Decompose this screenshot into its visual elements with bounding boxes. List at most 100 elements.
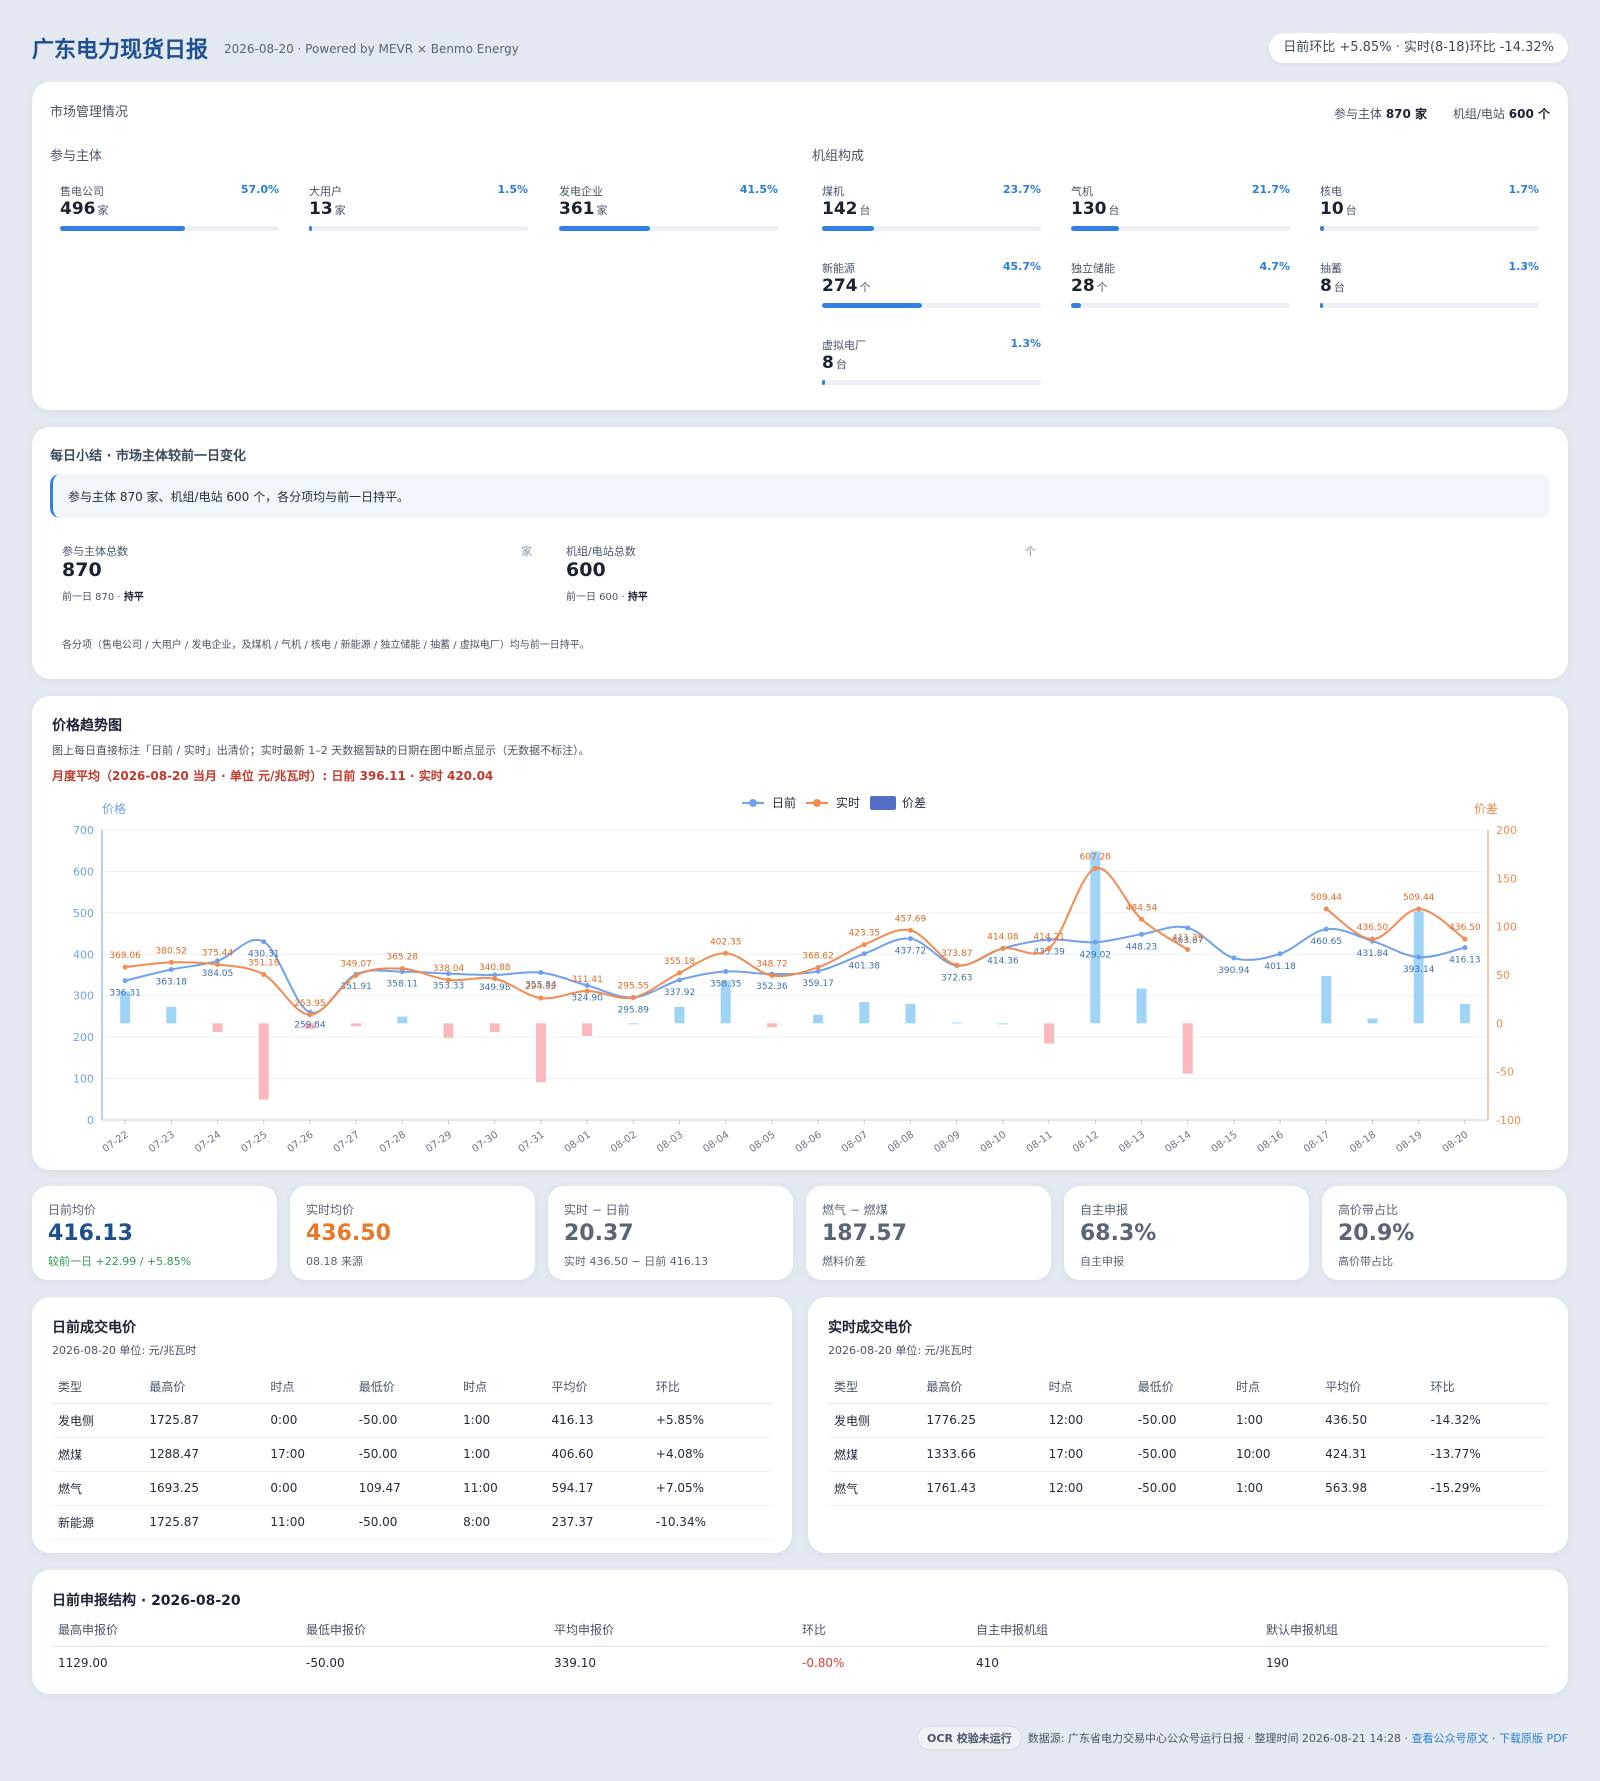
table-cell: 1:00 [1229,1471,1320,1506]
table-cell: 0:00 [264,1403,353,1438]
data-label: 338.04 [433,964,465,974]
data-label: 509.44 [1311,893,1343,903]
stat-unit: 个 [1096,281,1108,294]
data-point [1092,865,1098,871]
x-tick-label: 08-16 [1256,1129,1286,1155]
data-label: 358.11 [387,980,419,990]
table-cell: 12:00 [1042,1471,1132,1506]
stat-unit: 台 [835,358,847,371]
table-header: 时点 [264,1371,353,1404]
data-point [261,939,267,945]
link-download-pdf[interactable]: 下载原版 PDF [1499,1732,1568,1745]
table-cell: 12:00 [1042,1403,1132,1438]
table-cell: 339.10 [554,1656,596,1671]
stat-value: 130 [1071,199,1107,219]
table-cell: -50.00 [1131,1471,1230,1506]
data-point [723,950,729,956]
table-header: 最低申报价 [300,1614,548,1647]
diff-bar [120,991,131,1024]
data-point [1046,945,1052,951]
metric-units-label: 机组/电站总数 [566,545,636,558]
stat-value: 142 [822,199,858,219]
y-right-tick: 50 [1496,969,1510,982]
kpi-value: 416.13 [48,1221,133,1246]
data-label: 402.35 [710,937,742,947]
ocr-badge: OCR 校验未运行 [917,1726,1022,1750]
y-right-tick: 100 [1496,921,1517,934]
bid-card: 日前申报结构 · 2026-08-20 最高申报价 最低申报价 平均申报价 环比 自主申… [32,1570,1568,1694]
table-header: 平均申报价 [548,1614,796,1647]
data-label: 429.02 [1080,950,1112,960]
data-label: 401.18 [1264,962,1296,972]
footer: OCR 校验未运行 数据源: 广东省电力交易中心公众号运行日报 · 整理时间 20… [917,1726,1568,1750]
data-label: 430.31 [248,950,280,960]
diff-bar [766,1023,777,1028]
table-cell: 1776.25 [920,1403,1043,1438]
stat-bar-fill [822,303,923,308]
table-header: 最高价 [143,1371,265,1404]
stat-bar-fill [1320,303,1323,308]
x-tick-label: 08-08 [886,1129,916,1155]
data-point [861,951,867,957]
table-header: 环比 [649,1371,772,1404]
y-left-tick: 200 [73,1031,94,1044]
table-header: 最低价 [1131,1371,1230,1404]
link-original-article[interactable]: 查看公众号原文 [1411,1732,1489,1745]
x-tick-label: 07-27 [332,1129,362,1155]
diff-bar [1459,1004,1470,1024]
table-header: 时点 [457,1371,546,1404]
table-cell: -50.00 [1131,1437,1230,1472]
metric-participants-flat: 持平 [123,592,144,603]
table-header: 平均价 [1319,1371,1425,1404]
kpi-label: 自主申报 [1080,1203,1129,1217]
diff-bar [674,1006,685,1024]
table-cell: -50.00 [352,1403,458,1438]
data-label: 295.89 [618,1005,650,1015]
metric-participants-prev: 前一日 870 · 持平 [62,588,144,603]
legend-dayahead-label: 日前 [772,795,796,810]
x-tick-label: 08-12 [1071,1129,1101,1155]
stat-percent: 23.7% [1002,183,1041,196]
diff-bar [1136,988,1147,1024]
data-label: 435.39 [1033,948,1065,958]
data-label: 369.06 [109,951,141,961]
table-cell: 0:00 [264,1471,353,1506]
table-cell: -15.29% [1424,1471,1548,1506]
table-cell: 11:00 [264,1505,353,1540]
realtime-title: 实时成交电价 [828,1320,912,1336]
table-cell: 1725.87 [143,1505,265,1540]
table-cell: 594.17 [545,1471,650,1506]
table-cell: -50.00 [306,1656,345,1671]
kpi-sub: 高价带占比 [1338,1255,1393,1268]
y-left-tick: 0 [87,1114,94,1127]
x-tick-label: 08-05 [748,1129,778,1155]
stat-percent: 45.7% [1002,260,1041,273]
kpi-card: 实时均价 436.50 08.18 来源 [290,1186,535,1280]
table-header-row: 类型 最高价 时点 最低价 时点 平均价 环比 [52,1371,772,1404]
metric-participants-unit: 家 [521,545,532,558]
change-pill: 日前环比 +5.85% · 实时(8-18)环比 -14.32% [1269,33,1568,63]
market-summary: 参与主体 870 家 机组/电站 600 个 [1334,105,1550,122]
data-point [954,962,960,968]
table-header: 时点 [1042,1371,1132,1404]
diff-bar [813,1014,824,1024]
metric-units-flat: 持平 [627,592,648,603]
diff-bar [720,980,731,1024]
stat-percent: 1.3% [1010,337,1041,350]
table-row: 新能源 1725.87 11:00 -50.00 8:00 237.37 -10.34% [52,1505,772,1540]
dayahead-card: 日前成交电价 2026-08-20 单位: 元/兆瓦时 类型 最高价 时点 最低价 时点… [32,1297,792,1553]
kpi-card: 自主申报 68.3% 自主申报 [1064,1186,1309,1280]
data-label: 372.63 [941,974,973,984]
summary-participants-label: 参与主体 [1333,107,1382,121]
data-label: 368.62 [802,951,834,961]
metric-units-unit: 个 [1025,545,1036,558]
x-tick-label: 07-22 [101,1129,131,1155]
trend-desc: 图上每日直接标注「日前 / 实时」出清价；实时最新 1–2 天数据暂缺的日期在图… [52,744,590,757]
data-point [1046,937,1052,943]
x-tick-label: 08-20 [1441,1129,1471,1155]
table-cell: 发电侧 [828,1403,921,1438]
x-tick-label: 08-18 [1348,1129,1378,1155]
data-point [1323,926,1329,932]
metric-units-prev: 前一日 600 · 持平 [566,588,648,603]
table-header: 自主申报机组 [970,1614,1260,1647]
